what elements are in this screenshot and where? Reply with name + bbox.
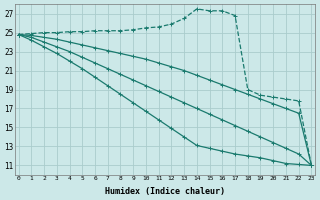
X-axis label: Humidex (Indice chaleur): Humidex (Indice chaleur) — [105, 187, 225, 196]
